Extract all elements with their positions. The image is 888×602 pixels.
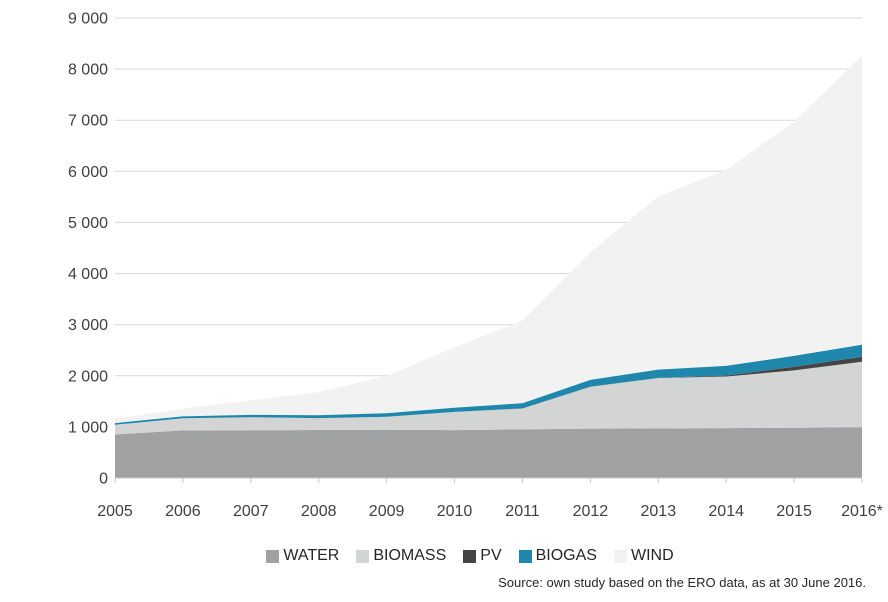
x-axis bbox=[114, 477, 863, 483]
y-axis-label: 8 000 bbox=[68, 62, 108, 79]
y-axis-label: 1 000 bbox=[68, 419, 108, 436]
stacked-area-chart: 0 1 000 2 000 3 000 4 000 5 000 6 000 7 000 8 00… bbox=[68, 11, 883, 521]
legend-label-wind: WIND bbox=[630, 547, 674, 564]
y-axis-label: 5 000 bbox=[68, 215, 108, 232]
x-axis-label: 2015 bbox=[776, 503, 812, 520]
legend-item-water: WATER bbox=[266, 547, 339, 565]
legend-label-water: WATER bbox=[283, 547, 340, 564]
area-biomass bbox=[115, 361, 862, 435]
x-axis-label: 2005 bbox=[97, 503, 133, 520]
chart-legend: WATER BIOMASS PV BIOGAS WIND bbox=[26, 547, 888, 565]
x-axis-label: 2016* bbox=[841, 503, 883, 520]
y-axis-label: 4 000 bbox=[68, 266, 108, 283]
x-axis-label: 2006 bbox=[165, 503, 201, 520]
x-axis-label: 2014 bbox=[708, 503, 744, 520]
legend-swatch-wind bbox=[613, 549, 627, 563]
legend-item-wind: WIND bbox=[613, 547, 674, 565]
x-axis-labels: 2005 2006 2007 2008 2009 2010 2011 2012 2013 2014… bbox=[97, 503, 883, 520]
x-axis-label: 2013 bbox=[641, 503, 677, 520]
legend-label-pv: PV bbox=[480, 547, 502, 564]
x-axis-label: 2012 bbox=[573, 503, 609, 520]
areas bbox=[114, 55, 863, 478]
legend-label-biomass: BIOMASS bbox=[373, 547, 447, 564]
y-axis-label: 6 000 bbox=[68, 164, 108, 181]
source-note: Source: own study based on the ERO data,… bbox=[498, 575, 866, 590]
legend-swatch-water bbox=[266, 549, 280, 563]
x-axis-label: 2008 bbox=[301, 503, 337, 520]
x-axis-label: 2009 bbox=[369, 503, 405, 520]
legend-item-biogas: BIOGAS bbox=[518, 547, 597, 565]
x-axis-label: 2011 bbox=[505, 503, 540, 520]
legend-swatch-biogas bbox=[518, 549, 532, 563]
legend-item-biomass: BIOMASS bbox=[356, 547, 446, 565]
y-axis-label: 7 000 bbox=[68, 113, 108, 130]
legend-swatch-pv bbox=[463, 549, 477, 563]
legend-swatch-biomass bbox=[356, 549, 370, 563]
x-axis-label: 2007 bbox=[233, 503, 269, 520]
legend-label-biogas: BIOGAS bbox=[535, 547, 597, 564]
y-axis-label: 0 bbox=[99, 471, 108, 488]
y-axis-label: 3 000 bbox=[68, 317, 108, 334]
area-water bbox=[115, 427, 862, 478]
gridlines bbox=[115, 17, 862, 428]
y-axis-label: 9 000 bbox=[68, 11, 108, 28]
legend-item-pv: PV bbox=[463, 547, 502, 565]
x-axis-label: 2010 bbox=[437, 503, 473, 520]
area-wind bbox=[115, 55, 862, 424]
y-axis-label: 2 000 bbox=[68, 368, 108, 385]
y-axis-labels: 0 1 000 2 000 3 000 4 000 5 000 6 000 7 000 8 00… bbox=[68, 11, 108, 488]
